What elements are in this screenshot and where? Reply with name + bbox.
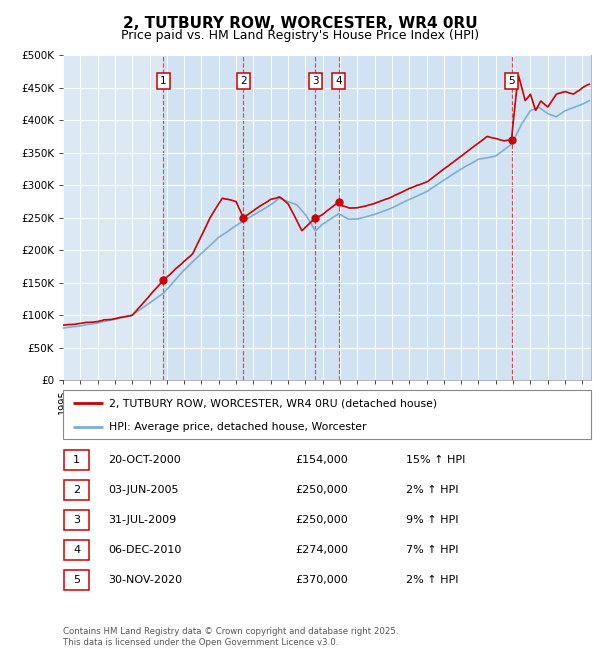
Text: 30-NOV-2020: 30-NOV-2020 [108,575,182,585]
Text: 20-OCT-2000: 20-OCT-2000 [108,455,181,465]
Text: 4: 4 [73,545,80,555]
Text: 3: 3 [312,76,319,86]
Bar [163,55,244,380]
Text: Price paid vs. HM Land Registry's House Price Index (HPI): Price paid vs. HM Land Registry's House … [121,29,479,42]
Text: 4: 4 [335,76,342,86]
Text: 2% ↑ HPI: 2% ↑ HPI [406,575,459,585]
Text: 03-JUN-2005: 03-JUN-2005 [108,485,178,495]
Text: HPI: Average price, detached house, Worcester: HPI: Average price, detached house, Worc… [109,422,367,432]
Text: £274,000: £274,000 [295,545,349,555]
Bar [64,480,89,500]
Text: £370,000: £370,000 [295,575,348,585]
Text: 2: 2 [73,485,80,495]
Text: 06-DEC-2010: 06-DEC-2010 [108,545,181,555]
Text: 9% ↑ HPI: 9% ↑ HPI [406,515,459,525]
Bar [512,55,591,380]
Bar [64,540,89,560]
Text: £250,000: £250,000 [295,515,348,525]
Text: 2: 2 [240,76,247,86]
Text: Contains HM Land Registry data © Crown copyright and database right 2025.
This d: Contains HM Land Registry data © Crown c… [63,627,398,647]
Text: 1: 1 [160,76,167,86]
Bar [338,55,512,380]
Text: 2, TUTBURY ROW, WORCESTER, WR4 0RU (detached house): 2, TUTBURY ROW, WORCESTER, WR4 0RU (deta… [109,398,437,408]
Bar [64,570,89,590]
Text: 2% ↑ HPI: 2% ↑ HPI [406,485,459,495]
Text: 7% ↑ HPI: 7% ↑ HPI [406,545,459,555]
Bar [244,55,316,380]
Text: £154,000: £154,000 [295,455,348,465]
Text: 15% ↑ HPI: 15% ↑ HPI [406,455,466,465]
Text: 2, TUTBURY ROW, WORCESTER, WR4 0RU: 2, TUTBURY ROW, WORCESTER, WR4 0RU [122,16,478,31]
Text: 5: 5 [73,575,80,585]
Text: 1: 1 [73,455,80,465]
Bar [64,510,89,530]
Text: 5: 5 [508,76,515,86]
Bar [316,55,338,380]
Bar [64,450,89,470]
Text: 3: 3 [73,515,80,525]
Text: £250,000: £250,000 [295,485,348,495]
Text: 31-JUL-2009: 31-JUL-2009 [108,515,176,525]
